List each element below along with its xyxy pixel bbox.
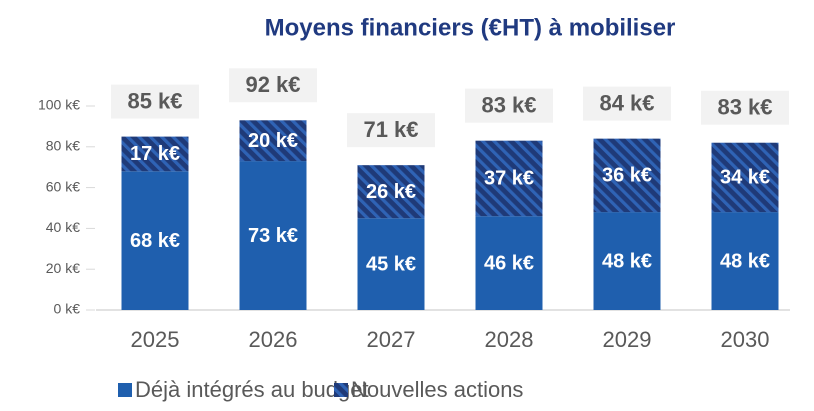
value-label: 68 k€ — [130, 230, 180, 252]
bar-segment — [593, 138, 661, 213]
bar-segment — [711, 142, 779, 213]
total-label: 92 k€ — [245, 72, 300, 97]
total-label-box — [465, 88, 553, 123]
value-label: 48 k€ — [602, 250, 652, 272]
total-label-box — [701, 90, 789, 125]
value-label: 34 k€ — [720, 167, 770, 189]
y-tick-label: 60 k€ — [46, 178, 80, 194]
bar-segment — [357, 165, 425, 219]
total-label: 83 k€ — [481, 92, 536, 117]
x-tick-label: 2030 — [721, 327, 770, 352]
total-label-box — [583, 86, 671, 121]
chart-title: Moyens financiers (€HT) à mobiliser — [265, 14, 676, 41]
bar-segment — [475, 140, 543, 217]
bar-segment — [357, 218, 425, 310]
total-label: 85 k€ — [127, 88, 182, 113]
total-label: 83 k€ — [717, 95, 772, 120]
legend-label: Déjà intégrés au budget — [135, 377, 369, 402]
total-label-box — [111, 84, 199, 119]
y-tick-label: 40 k€ — [46, 219, 80, 235]
bar-segment — [121, 136, 189, 172]
x-tick-label: 2028 — [485, 327, 534, 352]
bar-segment — [593, 212, 661, 310]
y-tick-label: 100 k€ — [38, 97, 80, 113]
bar-segment — [121, 171, 189, 310]
y-tick-label: 0 k€ — [54, 301, 81, 317]
x-tick-label: 2027 — [367, 327, 416, 352]
bar-segment — [475, 216, 543, 310]
value-label: 46 k€ — [484, 252, 534, 274]
legend-swatch — [118, 383, 132, 397]
value-label: 48 k€ — [720, 250, 770, 272]
value-label: 17 k€ — [130, 143, 180, 165]
bar-segment — [239, 120, 307, 162]
value-label: 45 k€ — [366, 253, 416, 275]
bar-segment — [711, 212, 779, 310]
x-tick-label: 2026 — [249, 327, 298, 352]
bar-segment — [239, 161, 307, 310]
value-label: 37 k€ — [484, 168, 534, 190]
total-label-box — [347, 113, 435, 148]
value-label: 26 k€ — [366, 181, 416, 203]
legend-label: Nouvelles actions — [351, 377, 523, 402]
total-label-box — [229, 68, 317, 103]
total-label: 71 k€ — [363, 117, 418, 142]
x-tick-label: 2029 — [603, 327, 652, 352]
legend-swatch — [334, 383, 348, 397]
y-tick-label: 20 k€ — [46, 260, 80, 276]
value-label: 20 k€ — [248, 130, 298, 152]
value-label: 36 k€ — [602, 165, 652, 187]
total-label: 84 k€ — [599, 90, 654, 115]
y-tick-label: 80 k€ — [46, 138, 80, 154]
value-label: 73 k€ — [248, 225, 298, 247]
x-tick-label: 2025 — [131, 327, 180, 352]
